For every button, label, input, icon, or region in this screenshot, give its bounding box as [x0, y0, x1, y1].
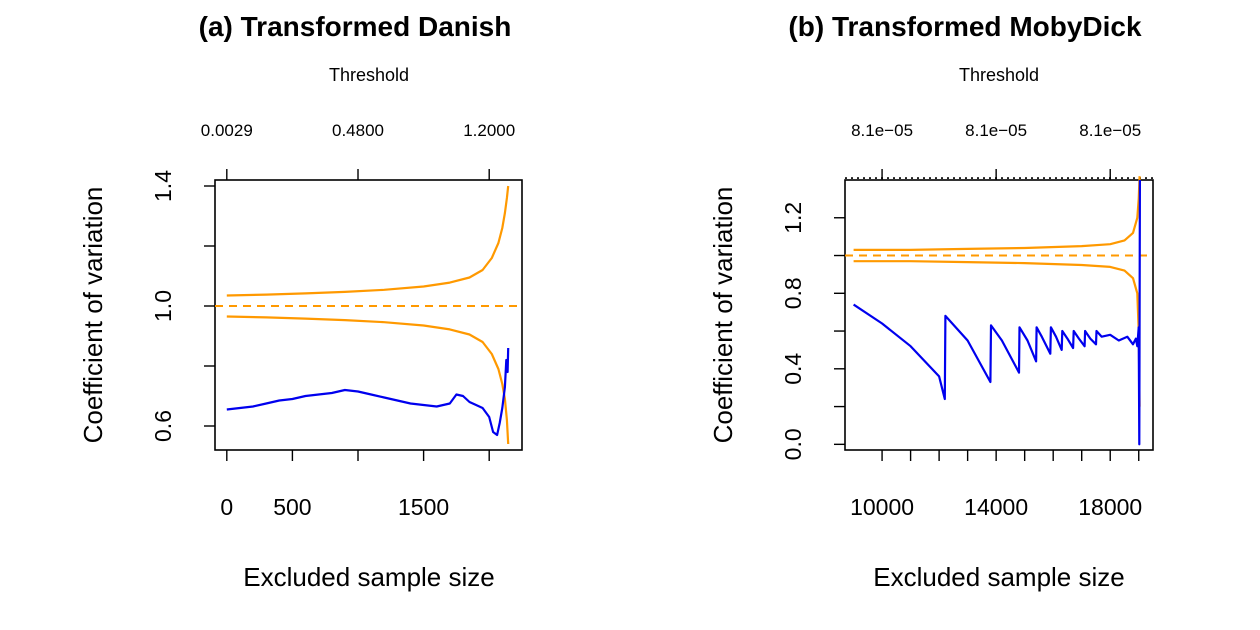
panel-a-x-tick-label: 500	[273, 494, 311, 520]
panel-b-y-axis-title: Coefficient of variation	[708, 187, 738, 444]
panel-b-title: (b) Transformed MobyDick	[788, 11, 1142, 42]
panel-a-top-axis-title: Threshold	[329, 65, 409, 85]
panel-a-top-tick-label: 0.4800	[332, 121, 384, 140]
panel-a-x-tick-label: 1500	[398, 494, 449, 520]
panel-b-plot-frame	[844, 179, 1154, 451]
panel-a-y-tick-label: 0.6	[150, 410, 176, 442]
panel-b-y-tick-label: 0.8	[780, 277, 806, 309]
panel-a-marks: 0 500 1500 0.6 1.0 1.4 0.0029 0.4800 1.2000	[150, 121, 522, 520]
panel-b-top-tick-label: 8.1e−05	[1079, 121, 1141, 140]
panel-b-x-tick-label: 14000	[964, 494, 1028, 520]
panel-b-series-orange-line-1	[853, 260, 1141, 407]
panel-a-x-axis-title: Excluded sample size	[243, 562, 494, 592]
panel-a-title: (a) Transformed Danish	[199, 11, 512, 42]
panel-a-y-tick-label: 1.4	[150, 170, 176, 202]
panel-a-y-axis-title: Coefficient of variation	[78, 187, 108, 444]
panel-b-y-tick-label: 0.0	[780, 428, 806, 460]
panel-b-y-tick-label: 0.4	[780, 353, 806, 385]
panel-b-x-tick-label: 10000	[850, 494, 914, 520]
panel-b-top-tick-label: 8.1e−05	[965, 121, 1027, 140]
panel-a-series-blue-line	[226, 347, 510, 437]
panel-b-top-tick-label: 8.1e−05	[851, 121, 913, 140]
panel-b-series-orange-line-0	[853, 176, 1141, 251]
panel-b-series-blue-line	[852, 179, 1142, 446]
panel-b-top-axis-title: Threshold	[959, 65, 1039, 85]
panel-a-plot-frame	[214, 179, 523, 451]
panel-a-top-tick-label: 1.2000	[463, 121, 515, 140]
panel-a: (a) Transformed Danish Threshold Exclude…	[78, 11, 523, 592]
panel-b-y-tick-label: 1.2	[780, 202, 806, 234]
panel-a-y-tick-label: 1.0	[150, 290, 176, 322]
panel-a-x-tick-label: 0	[220, 494, 233, 520]
panel-a-series-orange-line-0	[226, 185, 510, 297]
panel-a-series-orange-line-1	[226, 315, 510, 445]
panel-b-marks: 10000 14000 18000 0.0 0.4 0.8 1.2 8.1e−05 8.1e−0…	[780, 121, 1153, 520]
panel-a-top-tick-label: 0.0029	[201, 121, 253, 140]
panel-b-x-axis-title: Excluded sample size	[873, 562, 1124, 592]
panel-b: (b) Transformed MobyDick Threshold Exclu…	[708, 11, 1154, 592]
panel-b-x-tick-label: 18000	[1078, 494, 1142, 520]
